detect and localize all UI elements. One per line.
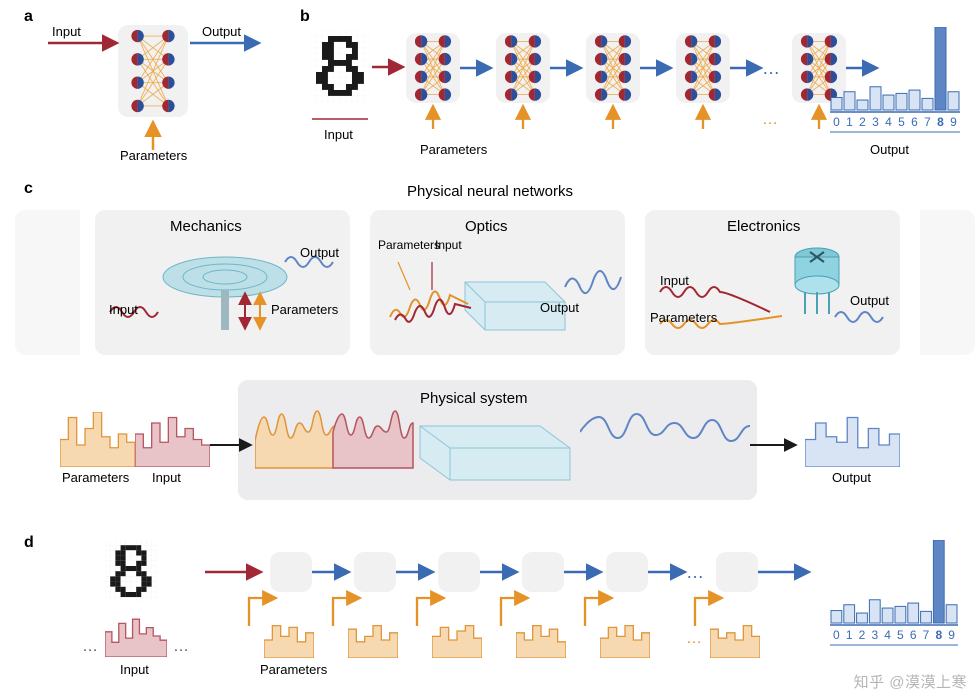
mech-param: Parameters [271,302,338,317]
b-output-label: Output [870,142,909,157]
svg-text:6: 6 [910,628,917,642]
output-label: Output [202,24,241,39]
c-out-hist [805,412,900,467]
c-input-label: Input [152,470,181,485]
c-out-label: Output [832,470,871,485]
pnn-title: Physical neural networks [370,183,610,200]
c-input-hist [135,412,210,467]
input-label: Input [52,24,81,39]
svg-text:9: 9 [950,115,957,129]
card-sliver-left [15,210,80,355]
d-input-label: Input [120,662,149,677]
svg-text:3: 3 [871,628,878,642]
c-param-hist [60,412,135,467]
elec-input: Input [660,273,689,288]
panel-c-label: c [24,180,33,198]
d-output: 0123456789 [830,540,958,655]
elec-param: Parameters [650,310,717,325]
d-dots-r: … [173,638,189,656]
svg-text:9: 9 [948,628,955,642]
svg-text:8: 8 [937,115,944,129]
opt-output: Output [540,300,579,315]
b-param-label: Parameters [420,142,487,157]
mech-input: Input [109,302,138,317]
watermark: 知乎 @漠漠上寒 [854,671,967,692]
svg-text:0: 0 [833,115,840,129]
svg-text:1: 1 [846,115,853,129]
param-label: Parameters [120,148,187,163]
elec-output: Output [850,293,889,308]
b-input-label: Input [324,127,353,142]
svg-text:2: 2 [859,628,866,642]
svg-text:5: 5 [898,115,905,129]
svg-text:3: 3 [872,115,879,129]
svg-text:6: 6 [911,115,918,129]
panel-a: Input Output Parameters [30,15,285,165]
d-dots-l: … [82,638,98,656]
svg-text:2: 2 [859,115,866,129]
svg-text:5: 5 [897,628,904,642]
svg-text:7: 7 [924,115,931,129]
d-param-label: Parameters [260,662,327,677]
opt-input: Input [435,238,462,252]
svg-text:1: 1 [846,628,853,642]
panel-d: … … Input …… Parameters 0123456789 [55,540,965,695]
panel-d-label: d [24,534,34,552]
phys-curve-out [580,408,755,478]
opt-param: Parameters [378,238,440,252]
phys-sys-title: Physical system [420,390,528,407]
card-sliver-right [920,210,975,355]
svg-text:8: 8 [935,628,942,642]
svg-text:0: 0 [833,628,840,642]
svg-text:7: 7 [923,628,930,642]
c-param-label: Parameters [62,470,129,485]
svg-text:4: 4 [885,115,892,129]
phys-box [410,408,585,488]
d-input-hist [105,615,167,657]
d-digit [105,540,160,602]
mech-output: Output [300,245,339,260]
nn-block [131,30,174,112]
phys-curves-left [255,408,415,478]
panel-b: Input …… Parameters 0123456789 Output [310,15,970,170]
b-output: 0123456789 [830,27,960,142]
svg-text:4: 4 [884,628,891,642]
panel-b-label: b [300,8,310,26]
